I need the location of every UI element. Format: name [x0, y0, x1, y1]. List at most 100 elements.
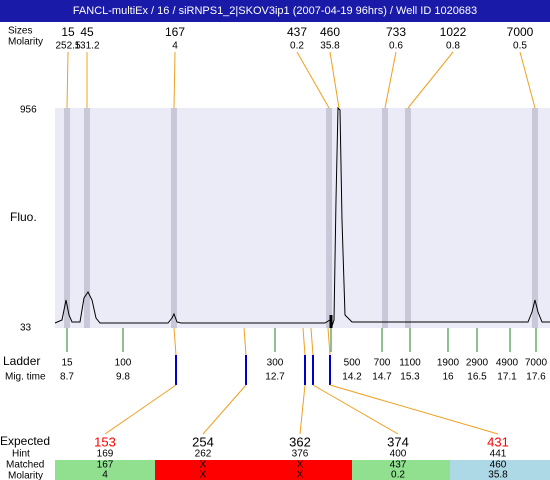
peak-molarity: 252.5 — [55, 41, 80, 52]
expected-connector — [243, 327, 247, 356]
ladder-time: 16.5 — [467, 372, 487, 383]
ladder-size: 300 — [267, 358, 284, 369]
expected-connector — [327, 327, 331, 356]
ladder-size: 1900 — [437, 358, 460, 369]
trace — [54, 106, 550, 328]
match-cell — [450, 460, 550, 480]
peak-size: 45 — [80, 25, 94, 39]
ladder-time: 9.8 — [116, 372, 130, 383]
peak-connector — [384, 51, 397, 109]
ladder-size: 100 — [115, 358, 132, 369]
peak-band — [382, 108, 388, 328]
expected-value: 254 — [192, 434, 214, 449]
expected-connector — [104, 384, 177, 435]
expected-connector — [312, 384, 399, 435]
expected-connector — [302, 327, 306, 356]
ladder-time: 17.6 — [526, 372, 546, 383]
expected-connector — [329, 384, 499, 435]
matched-value: X — [200, 460, 207, 471]
expected-connector — [202, 384, 247, 435]
hint-value: 400 — [390, 449, 407, 460]
ladder-size: 2900 — [466, 358, 489, 369]
peak-band — [171, 108, 177, 328]
ladder-time: 12.7 — [265, 372, 285, 383]
peak-connector — [173, 51, 176, 109]
ladder-size: 7000 — [525, 358, 548, 369]
peak-size: 733 — [386, 25, 406, 39]
peak-size: 7000 — [507, 25, 534, 39]
match-cell — [155, 460, 252, 480]
matched-value: 460 — [490, 460, 507, 471]
ladder-size: 15 — [61, 358, 73, 369]
matched-value: 167 — [97, 460, 114, 471]
peak-size: 437 — [287, 25, 307, 39]
ladder-time: 8.7 — [60, 372, 74, 383]
expected-value: 374 — [387, 434, 409, 449]
peak-size: 167 — [165, 25, 185, 39]
y-bottom-label: 33 — [20, 323, 32, 334]
hint-label: Hint — [12, 449, 30, 460]
ladder-time: 17.1 — [497, 372, 517, 383]
ladder-size: 1100 — [399, 358, 421, 369]
peak-band — [64, 108, 70, 328]
peak-molarity: 131.2 — [74, 41, 99, 52]
mig-time-label: Mig. time — [5, 372, 46, 383]
ladder-label: Ladder — [3, 354, 40, 368]
hint-value: 441 — [490, 449, 507, 460]
peak-size-label: Sizes — [8, 26, 32, 37]
hint-value: 376 — [292, 449, 309, 460]
peak-band — [326, 108, 332, 328]
peak-molarity: 4 — [172, 41, 178, 52]
y-axis-label: Fluo. — [10, 210, 37, 224]
peak-connector — [407, 51, 454, 109]
header-bar — [0, 0, 550, 22]
expected-connector — [173, 327, 177, 356]
ladder-time: 15.3 — [400, 372, 420, 383]
molarity-value: 0.2 — [391, 470, 405, 480]
molarity-value: X — [297, 470, 304, 480]
expected-connector — [299, 384, 306, 435]
peak-molarity: 0.5 — [513, 41, 527, 52]
molarity-value: 4 — [102, 470, 108, 480]
ladder-size: 4900 — [496, 358, 519, 369]
molarity-value: 35.8 — [488, 470, 508, 480]
hint-value: 169 — [97, 449, 114, 460]
hint-value: 262 — [195, 449, 212, 460]
match-cell — [352, 460, 450, 480]
peak-molarity-label: Molarity — [8, 37, 43, 48]
header-title: FANCL-multiEx / 16 / siRNPS1_2|SKOV3ip1 … — [73, 5, 477, 17]
ladder-time: 14.7 — [372, 372, 392, 383]
ladder-size: 500 — [344, 358, 361, 369]
peak-molarity: 35.8 — [320, 41, 340, 52]
peak-connector — [329, 51, 340, 109]
peak-molarity: 0.8 — [446, 41, 460, 52]
peak-connector — [66, 51, 69, 109]
expected-value: 362 — [289, 434, 311, 449]
expected-value: 153 — [94, 434, 116, 449]
match-cell — [252, 460, 352, 480]
expected-value: 431 — [487, 434, 509, 449]
match-cell — [55, 460, 155, 480]
molarity-row-label: Molarity — [8, 471, 43, 480]
peak-band — [84, 108, 90, 328]
plot-area — [55, 108, 550, 328]
ladder-time: 16 — [442, 372, 454, 383]
matched-label: Matched — [6, 460, 44, 471]
y-top-label: 956 — [20, 105, 37, 116]
molarity-value: X — [200, 470, 207, 480]
matched-value: X — [297, 460, 304, 471]
peak-size: 15 — [61, 25, 75, 39]
peak-connector — [519, 51, 536, 109]
peak-band — [532, 108, 538, 328]
peak-band — [405, 108, 411, 328]
peak-size: 1022 — [440, 25, 467, 39]
peak-molarity: 0.6 — [389, 41, 403, 52]
expected-connector — [310, 327, 314, 356]
peak-size: 460 — [320, 25, 340, 39]
matched-value: 437 — [390, 460, 407, 471]
ladder-time: 14.2 — [342, 372, 362, 383]
peak-connector — [296, 51, 330, 109]
ladder-size: 700 — [374, 358, 391, 369]
peak-molarity: 0.2 — [290, 41, 304, 52]
